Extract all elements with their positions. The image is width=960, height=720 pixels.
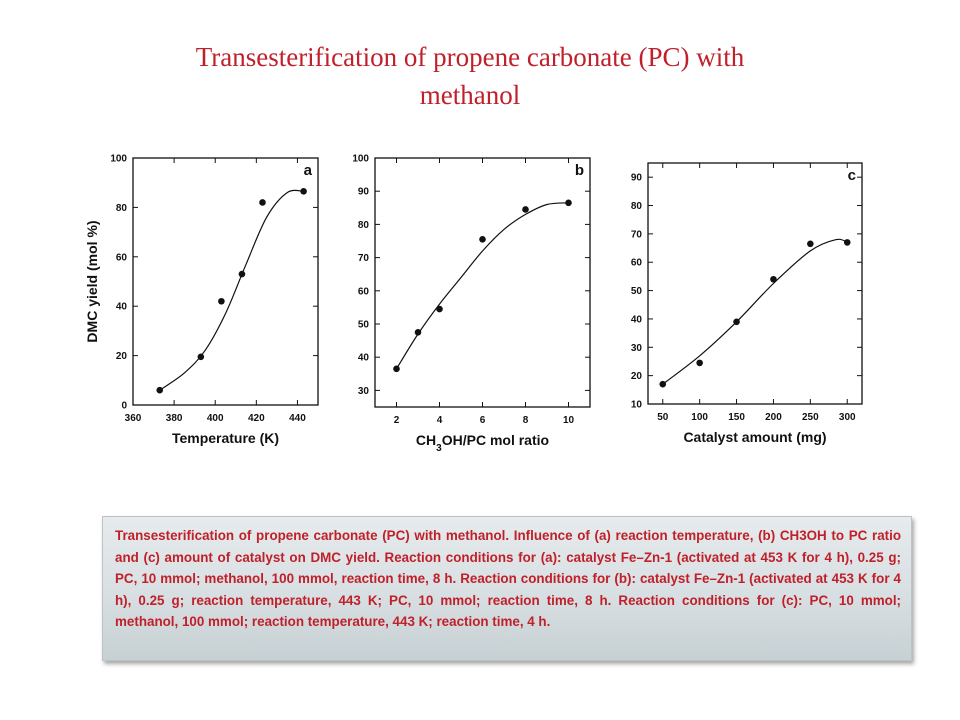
data-point-b — [565, 199, 572, 207]
x-tick-label-b: 4 — [437, 415, 443, 426]
panel-letter-b: b — [575, 162, 584, 179]
x-axis-label-c: Catalyst amount (mg) — [683, 429, 826, 445]
x-tick-label-c: 50 — [657, 412, 669, 423]
y-tick-label-a: 60 — [116, 252, 128, 263]
x-axis-label-a: Temperature (K) — [172, 430, 279, 446]
data-point-a — [238, 270, 246, 278]
y-tick-label-c: 40 — [631, 314, 643, 325]
plot-frame-c — [647, 162, 863, 405]
y-tick-label-b: 40 — [358, 353, 370, 364]
x-tick-label-a: 360 — [125, 413, 142, 424]
slide-title: Transesterification of propene carbonate… — [100, 38, 840, 114]
x-tick-label-b: 6 — [480, 415, 486, 426]
data-point-c — [696, 359, 703, 367]
panel-letter-a: a — [304, 162, 313, 179]
x-tick-label-c: 100 — [691, 412, 708, 423]
y-axis-label-a: DMC yield (mol %) — [84, 220, 100, 342]
y-tick-label-a: 40 — [116, 302, 128, 313]
y-tick-label-c: 80 — [631, 201, 643, 212]
panel-letter-c: c — [848, 167, 856, 184]
y-tick-label-b: 90 — [358, 187, 370, 198]
y-tick-label-b: 100 — [352, 154, 369, 165]
data-point-a — [300, 188, 307, 195]
data-point-c — [807, 240, 814, 248]
y-tick-label-c: 90 — [631, 173, 643, 184]
y-tick-label-a: 0 — [121, 401, 127, 412]
data-point-c — [843, 239, 851, 246]
y-tick-label-c: 10 — [631, 400, 643, 411]
x-tick-label-a: 420 — [248, 413, 265, 424]
x-tick-label-a: 400 — [207, 413, 224, 424]
x-tick-label-b: 8 — [523, 415, 529, 426]
x-tick-label-b: 10 — [563, 415, 575, 426]
y-tick-label-c: 20 — [631, 371, 643, 382]
fit-curve-c — [662, 238, 848, 385]
y-tick-label-c: 70 — [631, 229, 643, 240]
slide-title-line-1: Transesterification of propene carbonate… — [195, 42, 745, 72]
y-tick-label-a: 20 — [116, 351, 128, 362]
data-point-a — [259, 199, 266, 206]
x-tick-label-a: 440 — [289, 413, 306, 424]
data-point-b — [393, 365, 400, 373]
caption-text: Transesterification of propene carbonate… — [115, 528, 901, 629]
data-point-a — [218, 297, 225, 305]
y-tick-label-b: 70 — [358, 253, 370, 264]
chart-panel-a: 360 380 400 420 440 0 20 40 60 80 100 Temperature (… — [84, 154, 319, 446]
data-point-c — [733, 318, 740, 326]
fit-curve-b — [395, 202, 569, 370]
x-tick-label-b: 2 — [394, 415, 400, 426]
plot-frame-a — [132, 157, 319, 406]
data-point-b — [414, 329, 422, 336]
chart-panel-b: 2 4 6 8 10 30 40 50 60 70 80 90 100 CH3OH/PC mol rati… — [352, 154, 591, 454]
data-point-a — [197, 353, 205, 361]
x-tick-label-a: 380 — [166, 413, 183, 424]
data-point-b — [436, 305, 443, 313]
y-tick-label-a: 80 — [116, 203, 128, 214]
y-tick-label-a: 100 — [110, 154, 127, 165]
x-tick-label-c: 300 — [839, 412, 856, 423]
y-tick-label-c: 60 — [631, 258, 643, 269]
x-tick-label-c: 150 — [728, 412, 745, 423]
y-tick-label-c: 30 — [631, 343, 643, 354]
slide-title-line-2: methanol — [419, 80, 521, 110]
x-axis-label-b: CH3OH/PC mol ratio — [416, 432, 549, 454]
data-point-c — [659, 380, 667, 388]
data-point-b — [522, 206, 529, 213]
x-tick-label-c: 250 — [802, 412, 819, 423]
data-point-a — [156, 386, 164, 394]
data-point-c — [770, 275, 777, 283]
y-tick-label-c: 50 — [631, 286, 643, 297]
y-tick-label-b: 60 — [358, 286, 370, 297]
data-point-b — [479, 236, 486, 243]
y-tick-label-b: 50 — [358, 320, 370, 331]
chart-panel-c: 50 100 150 200 250 300 10 20 30 40 50 60 70 80 90 Catal… — [631, 162, 863, 445]
fit-curve-a — [159, 189, 304, 391]
x-tick-label-c: 200 — [765, 412, 782, 423]
y-tick-label-b: 80 — [358, 220, 370, 231]
y-tick-label-b: 30 — [358, 386, 370, 397]
caption-box: Transesterification of propene carbonate… — [102, 516, 912, 661]
plot-frame-b — [374, 157, 591, 408]
